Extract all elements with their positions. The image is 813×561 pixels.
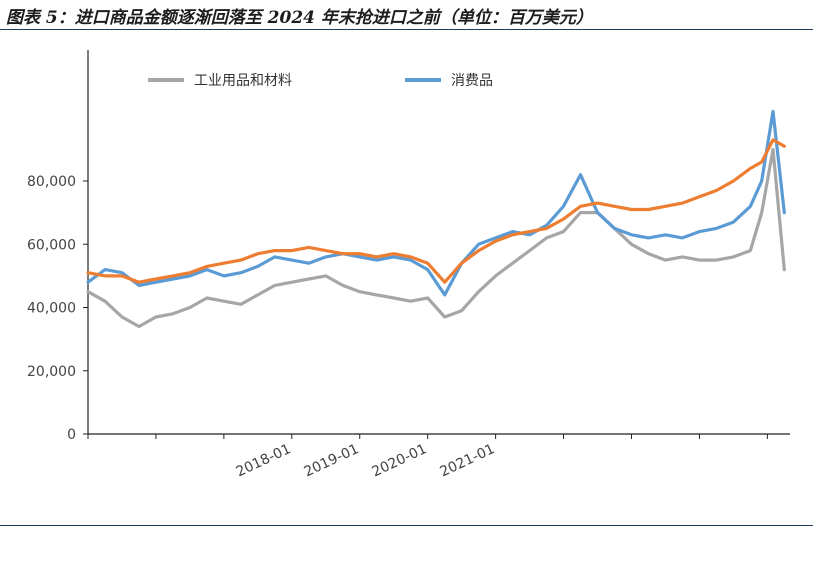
y-tick-label: 40,000 (27, 301, 76, 317)
legend-label: 消费品 (451, 73, 493, 89)
y-tick-label: 60,000 (27, 237, 76, 253)
axes (87, 50, 790, 435)
chart-title: 图表 5：进口商品金额逐渐回落至 2024 年末抢进口之前（单位：百万美元） (6, 8, 593, 28)
x-tick-label: 2019-01 (302, 441, 362, 480)
y-tick-label: 0 (67, 427, 76, 443)
title-bar: 图表 5：进口商品金额逐渐回落至 2024 年末抢进口之前（单位：百万美元） (0, 0, 813, 28)
series-line-3 (86, 138, 786, 284)
y-axis-ticks: 0 20,000 40,000 60,000 80,000 (27, 174, 88, 443)
x-tick-label: 2018-01 (234, 441, 294, 480)
legend-label: 工业用品和材料 (194, 73, 292, 89)
y-tick-label: 20,000 (27, 364, 76, 380)
series-line-1 (86, 147, 786, 329)
bottom-rule (0, 525, 813, 526)
title-rule (0, 29, 813, 30)
x-tick-label: 2021-01 (438, 441, 498, 480)
y-tick-label: 80,000 (27, 174, 76, 190)
series-layer (86, 109, 786, 329)
x-tick-label: 2020-01 (370, 441, 430, 480)
legend: 工业用品和材料 消费品 (148, 73, 493, 89)
series-line-2 (86, 109, 786, 297)
x-axis-ticks: 2018-01 2019-01 2020-01 2021-01 (87, 434, 768, 480)
